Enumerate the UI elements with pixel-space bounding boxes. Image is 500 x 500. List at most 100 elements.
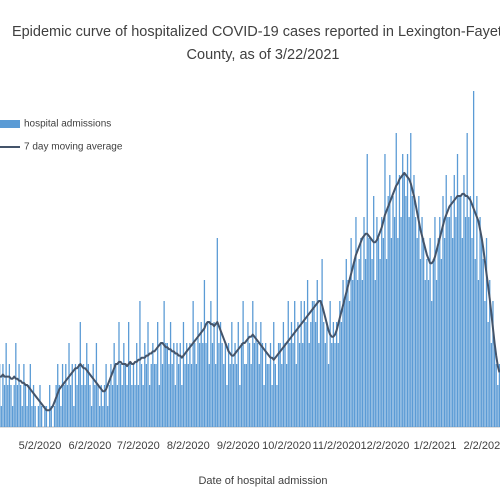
- bar: [37, 406, 40, 427]
- x-tick-label: 5/2/2020: [19, 440, 62, 452]
- bar: [69, 385, 72, 427]
- bar: [40, 406, 43, 427]
- x-tick-label: 9/2/2020: [217, 440, 260, 452]
- bar: [368, 238, 370, 427]
- bar: [49, 385, 51, 427]
- bar: [65, 364, 67, 427]
- bar: [248, 343, 251, 427]
- bar: [179, 343, 181, 427]
- bar: [310, 322, 312, 427]
- bar: [452, 238, 454, 427]
- bar: [16, 385, 19, 427]
- bar: [21, 406, 23, 427]
- bar: [181, 385, 183, 427]
- x-tick-label: 2/2/2021: [463, 440, 500, 452]
- bar: [355, 217, 357, 427]
- bar: [289, 343, 291, 427]
- bar: [392, 196, 394, 427]
- bar: [295, 364, 297, 427]
- bar: [321, 259, 323, 427]
- bar: [377, 238, 380, 427]
- bar: [218, 343, 220, 427]
- bar: [8, 364, 11, 427]
- bar: [397, 238, 399, 427]
- bar: [277, 343, 280, 427]
- x-tick-label: 6/2/2020: [69, 440, 112, 452]
- bar: [345, 259, 347, 427]
- bar: [427, 280, 430, 427]
- bar: [250, 364, 252, 427]
- bar: [0, 406, 2, 427]
- bar: [216, 238, 218, 427]
- moving-average-line: [0, 171, 500, 412]
- bar: [376, 217, 378, 427]
- bar: [134, 385, 136, 427]
- bar: [192, 301, 194, 427]
- bar: [311, 301, 314, 427]
- bar: [281, 364, 283, 427]
- bar: [63, 385, 65, 427]
- bar: [416, 238, 418, 427]
- bar: [287, 301, 289, 427]
- bar: [332, 322, 335, 427]
- bar: [274, 364, 276, 427]
- bar: [94, 385, 96, 427]
- bar: [32, 385, 35, 427]
- bar: [224, 343, 227, 427]
- bar: [247, 322, 249, 427]
- bar: [198, 343, 201, 427]
- bar: [455, 217, 457, 427]
- x-tick-label: 1/2/2021: [414, 440, 457, 452]
- bar: [282, 322, 285, 427]
- bar: [447, 217, 449, 427]
- bar: [245, 364, 247, 427]
- bar: [461, 238, 463, 427]
- bar: [371, 259, 373, 427]
- bar: [60, 406, 62, 427]
- bar: [102, 406, 104, 427]
- bar: [418, 196, 420, 427]
- bar: [50, 406, 52, 427]
- bar: [242, 301, 244, 427]
- bar: [234, 343, 236, 427]
- bar: [347, 280, 349, 427]
- bar: [366, 154, 368, 427]
- bar: [384, 154, 386, 427]
- bar: [221, 343, 223, 427]
- bar: [223, 364, 225, 427]
- bar: [393, 217, 396, 427]
- bar: [381, 217, 383, 427]
- bar: [450, 196, 452, 427]
- bar: [203, 280, 206, 427]
- bar: [492, 301, 494, 427]
- bar: [466, 133, 468, 427]
- bar: [145, 364, 148, 427]
- bar: [456, 154, 459, 427]
- bar: [352, 280, 354, 427]
- bar: [477, 280, 480, 427]
- bar: [2, 364, 4, 427]
- bar: [400, 217, 402, 427]
- bar: [10, 385, 12, 427]
- bar: [86, 343, 88, 427]
- bar: [253, 343, 256, 427]
- bar: [410, 133, 412, 427]
- bar: [255, 322, 257, 427]
- bar: [148, 385, 151, 427]
- bar: [23, 364, 25, 427]
- bar: [261, 343, 264, 427]
- bar: [165, 343, 167, 427]
- bar: [263, 385, 265, 427]
- bar: [406, 154, 409, 427]
- bar: [58, 385, 60, 427]
- bar: [292, 343, 294, 427]
- bar: [408, 217, 410, 427]
- bar: [364, 259, 367, 427]
- bar: [123, 343, 125, 427]
- bar: [498, 364, 500, 427]
- bar: [100, 385, 102, 427]
- bar: [350, 238, 352, 427]
- bar: [300, 301, 302, 427]
- bar: [489, 280, 491, 427]
- bar: [479, 217, 481, 427]
